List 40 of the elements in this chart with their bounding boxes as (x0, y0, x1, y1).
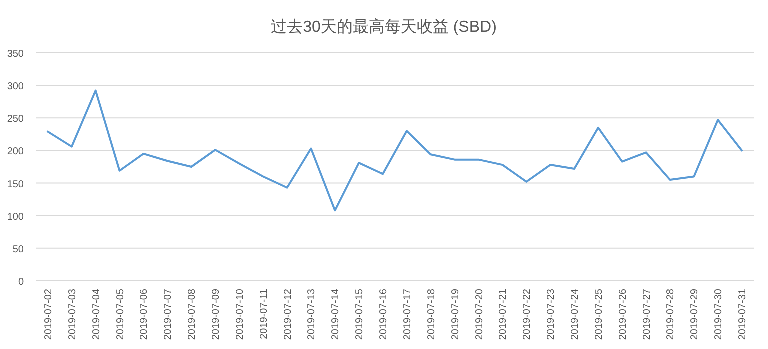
x-tick-label: 2019-07-13 (306, 288, 318, 340)
x-tick-label: 2019-07-18 (426, 288, 438, 340)
x-tick-label: 2019-07-14 (330, 288, 342, 340)
x-tick-label: 2019-07-05 (115, 288, 126, 340)
x-tick-label: 2019-07-17 (402, 288, 414, 340)
x-tick-label: 2019-07-31 (738, 288, 749, 340)
x-tick-label: 2019-07-07 (163, 288, 174, 340)
x-tick-label: 2019-07-08 (187, 288, 198, 340)
y-tick-label: 100 (7, 212, 24, 223)
y-tick-label: 50 (12, 244, 24, 256)
x-tick-label: 2019-07-02 (43, 288, 54, 340)
x-tick-label: 2019-07-10 (234, 288, 246, 340)
x-tick-label: 2019-07-30 (714, 288, 725, 340)
y-tick-label: 200 (7, 146, 24, 158)
line-series (46, 90, 744, 212)
x-tick-label: 2019-07-09 (211, 288, 222, 340)
x-tick-label: 2019-07-21 (498, 288, 510, 340)
x-tick-label: 2019-07-06 (139, 288, 150, 340)
x-tick-label: 2019-07-20 (474, 288, 486, 340)
x-tick-label: 2019-07-27 (642, 288, 653, 340)
x-tick-label: 2019-07-23 (546, 288, 558, 340)
y-tick-label: 350 (7, 49, 24, 60)
x-tick-label: 2019-07-11 (258, 288, 270, 340)
x-tick-label: 2019-07-12 (282, 288, 294, 340)
x-tick-label: 2019-07-28 (666, 288, 677, 340)
x-tick-label: 2019-07-22 (522, 288, 534, 340)
x-tick-label: 2019-07-19 (450, 288, 462, 340)
y-tick-label: 250 (7, 114, 24, 126)
chart-title: 过去30天的最高每天收益 (SBD) (271, 18, 497, 36)
x-tick-label: 2019-07-15 (354, 288, 366, 340)
x-tick-label: 2019-07-16 (378, 288, 390, 340)
x-tick-label: 2019-07-29 (690, 288, 701, 340)
x-tick-label: 2019-07-26 (618, 288, 629, 340)
x-tick-label: 2019-07-03 (67, 288, 78, 340)
y-tick-label: 150 (7, 179, 24, 190)
x-tick-label: 2019-07-25 (594, 288, 605, 340)
y-tick-label: 300 (7, 82, 24, 93)
x-tick-label: 2019-07-04 (91, 288, 102, 340)
y-tick-label: 0 (18, 277, 24, 288)
x-tick-label: 2019-07-24 (570, 288, 581, 340)
